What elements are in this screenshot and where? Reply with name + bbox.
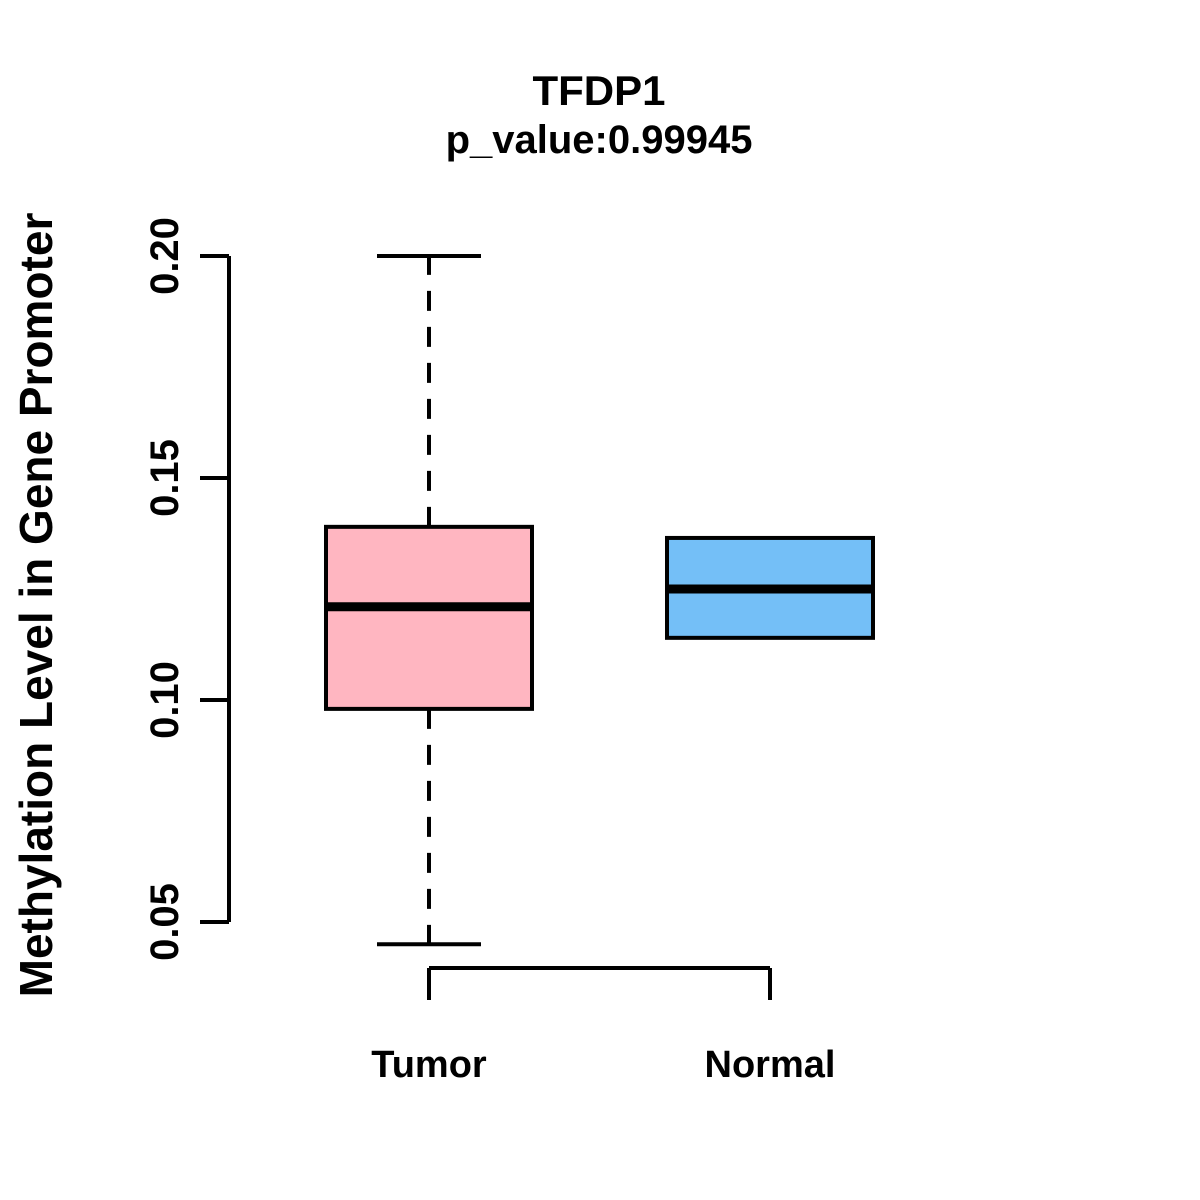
x-category-label-tumor: Tumor (371, 1044, 487, 1086)
box-tumor (324, 524, 534, 711)
y-tick-label: 0.15 (143, 439, 187, 517)
y-tick-label: 0.10 (143, 661, 187, 739)
boxes (324, 254, 875, 947)
x-category-label-normal: Normal (705, 1044, 836, 1086)
y-axis: 0.05 0.10 0.15 0.20 (143, 217, 231, 961)
chart-subtitle: p_value:0.99945 (446, 118, 753, 162)
chart-title: TFDP1 (532, 67, 665, 114)
y-tick-label: 0.05 (143, 883, 187, 961)
y-tick-label: 0.20 (143, 217, 187, 295)
x-axis: Tumor Normal (371, 966, 836, 1086)
y-axis-label: Methylation Level in Gene Promoter (10, 213, 62, 998)
